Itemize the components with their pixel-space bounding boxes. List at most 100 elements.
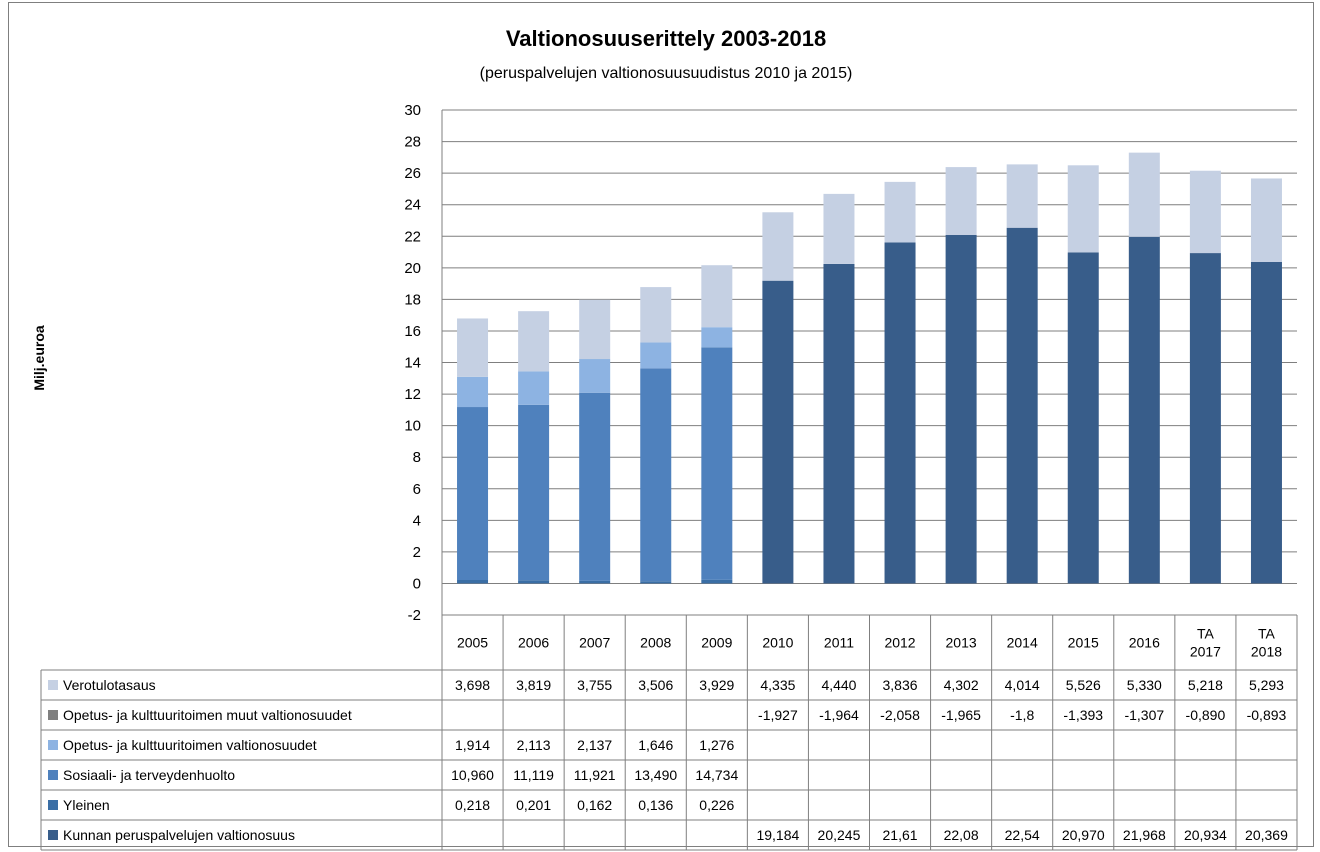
- data-label: -1,307: [1124, 707, 1164, 723]
- gridlines: [442, 109, 1297, 616]
- y-tick-label: 10: [404, 418, 421, 435]
- y-tick-label: 20: [404, 260, 421, 277]
- y-tick-label: 14: [404, 355, 421, 372]
- category-label: 2011: [824, 635, 854, 651]
- bar-segment: [1189, 253, 1221, 584]
- legend-label: Opetus- ja kulttuuritoimen valtionosuude…: [63, 737, 317, 753]
- data-label: -1,8: [1010, 707, 1034, 723]
- bar-segment: [579, 392, 611, 581]
- bar-segment: [518, 371, 550, 405]
- data-label: 4,014: [1005, 677, 1040, 693]
- data-label: -0,890: [1186, 707, 1226, 723]
- data-label: -0,893: [1247, 707, 1287, 723]
- data-label: -1,927: [758, 707, 798, 723]
- bar-segment: [762, 212, 794, 281]
- bar-segment: [884, 181, 916, 243]
- category-label: 2018: [1251, 644, 1282, 660]
- y-tick-label: 22: [404, 228, 421, 245]
- data-label: 3,929: [699, 677, 734, 693]
- bar-segment: [823, 263, 855, 584]
- bar-segment: [762, 280, 794, 584]
- data-label: -2,058: [880, 707, 920, 723]
- legend-swatch: [48, 800, 58, 810]
- bar-segment: [1250, 261, 1282, 584]
- bar-segment: [945, 167, 977, 235]
- data-label: 5,526: [1066, 677, 1101, 693]
- data-label: 21,968: [1123, 827, 1166, 843]
- bar-segment: [1128, 152, 1160, 237]
- y-tick-label: 8: [413, 449, 421, 466]
- legend-swatch: [48, 770, 58, 780]
- category-label: 2015: [1068, 635, 1099, 651]
- category-label: 2007: [579, 635, 610, 651]
- data-label: 5,330: [1127, 677, 1162, 693]
- data-label: 14,734: [695, 767, 738, 783]
- bar-segment: [701, 327, 733, 348]
- category-label: TA: [1258, 626, 1276, 642]
- category-label: 2016: [1129, 635, 1160, 651]
- category-label: 2008: [640, 635, 671, 651]
- data-label: 20,245: [818, 827, 861, 843]
- bar-segment: [884, 242, 916, 584]
- data-label: -1,965: [941, 707, 981, 723]
- bar-segment: [579, 580, 611, 584]
- y-tick-label: 26: [404, 165, 421, 182]
- bar-segment: [457, 318, 489, 377]
- bar-segment: [640, 368, 672, 582]
- category-label: 2009: [701, 635, 732, 651]
- bar-segment: [640, 287, 672, 343]
- bar-segment: [945, 234, 977, 584]
- y-axis-label: Milj.euroa: [31, 325, 47, 391]
- bar-segment: [579, 299, 611, 360]
- bar-segment: [1067, 252, 1099, 584]
- data-label: 5,293: [1249, 677, 1284, 693]
- chart-subtitle: (peruspalvelujen valtionosuusuudistus 20…: [480, 65, 853, 82]
- data-label: 3,755: [577, 677, 612, 693]
- data-label: 19,184: [756, 827, 799, 843]
- bar-segment: [640, 342, 672, 369]
- data-label: 2,137: [577, 737, 612, 753]
- category-label: 2012: [884, 635, 915, 651]
- bar-segment: [823, 193, 855, 264]
- data-label: 4,440: [821, 677, 856, 693]
- y-tick-label: 12: [404, 386, 421, 403]
- data-label: 20,970: [1062, 827, 1105, 843]
- legend-swatch: [48, 740, 58, 750]
- bar-segment: [701, 347, 733, 580]
- category-label: 2014: [1007, 635, 1038, 651]
- data-label: 22,08: [944, 827, 979, 843]
- chart-frame: [8, 2, 1314, 847]
- data-label: 3,698: [455, 677, 490, 693]
- data-label: 1,276: [699, 737, 734, 753]
- bar-segment: [1006, 164, 1038, 228]
- data-label: 13,490: [634, 767, 677, 783]
- legend-label: Opetus- ja kulttuuritoimen muut valtiono…: [63, 707, 352, 723]
- data-label: 10,960: [451, 767, 494, 783]
- data-label: 3,836: [883, 677, 918, 693]
- category-label: TA: [1197, 626, 1215, 642]
- legend-label: Verotulotasaus: [63, 677, 156, 693]
- y-tick-label: 28: [404, 134, 421, 151]
- data-label: 20,369: [1245, 827, 1288, 843]
- y-tick-label: 16: [404, 323, 421, 340]
- legend-swatch: [48, 830, 58, 840]
- chart-title: Valtionosuuserittely 2003-2018: [506, 26, 826, 51]
- bar-segment: [1006, 227, 1038, 584]
- data-label: 0,136: [638, 797, 673, 813]
- data-label: 22,54: [1005, 827, 1040, 843]
- data-label: 3,819: [516, 677, 551, 693]
- bars: [457, 152, 1282, 584]
- y-tick-label: 24: [404, 197, 421, 214]
- data-label: 0,162: [577, 797, 612, 813]
- data-label: 1,646: [638, 737, 673, 753]
- data-label: 0,218: [455, 797, 490, 813]
- legend-swatch: [48, 680, 58, 690]
- data-label: -1,964: [819, 707, 859, 723]
- data-label: 5,218: [1188, 677, 1223, 693]
- y-tick-label: 18: [404, 291, 421, 308]
- category-label: 2013: [946, 635, 977, 651]
- data-label: 1,914: [455, 737, 490, 753]
- y-tick-label: 6: [413, 481, 421, 498]
- category-label: 2006: [518, 635, 549, 651]
- data-label: 0,226: [699, 797, 734, 813]
